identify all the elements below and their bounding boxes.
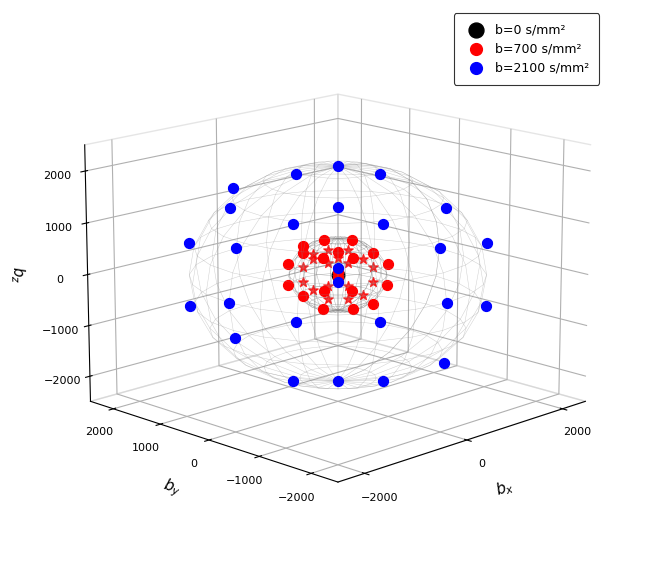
- Y-axis label: $b_y$: $b_y$: [159, 475, 183, 501]
- Legend: b=0 s/mm², b=700 s/mm², b=2100 s/mm²: b=0 s/mm², b=700 s/mm², b=2100 s/mm²: [454, 13, 600, 85]
- X-axis label: $b_x$: $b_x$: [493, 477, 516, 500]
